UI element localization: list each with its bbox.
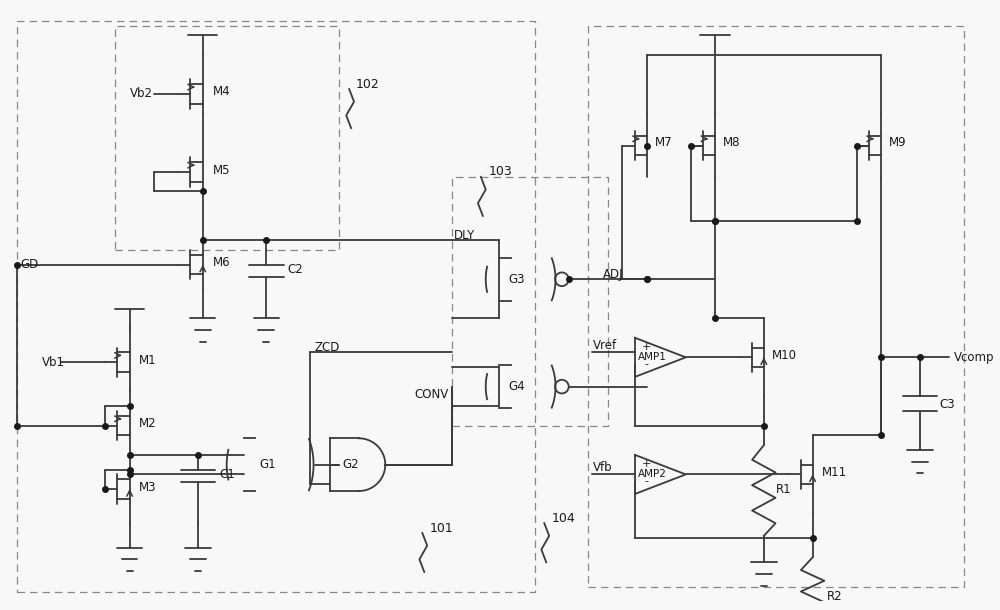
Bar	[115, 26, 339, 250]
Text: Vcomp: Vcomp	[954, 351, 995, 364]
Text: +: +	[642, 459, 651, 468]
Text: M10: M10	[772, 349, 797, 362]
Text: Vb1: Vb1	[42, 356, 65, 368]
Text: G1: G1	[260, 458, 276, 471]
Text: M6: M6	[213, 256, 230, 269]
Text: Vfb: Vfb	[593, 461, 613, 474]
Text: M11: M11	[822, 466, 847, 479]
Text: ADJ: ADJ	[603, 268, 623, 281]
Text: M7: M7	[655, 136, 672, 149]
Text: M1: M1	[139, 354, 157, 367]
Text: C3: C3	[939, 398, 955, 411]
Text: C2: C2	[288, 263, 303, 276]
Text: G3: G3	[509, 273, 525, 285]
Text: 101: 101	[430, 522, 454, 534]
Text: C1: C1	[219, 468, 235, 481]
Bar	[17, 21, 535, 592]
Text: AMP2: AMP2	[638, 470, 667, 479]
Text: 104: 104	[552, 512, 576, 525]
Text: M2: M2	[139, 417, 157, 430]
Text: G4: G4	[509, 380, 525, 393]
Bar	[452, 177, 608, 426]
Text: M3: M3	[139, 481, 157, 493]
Text: R1: R1	[776, 483, 791, 495]
Text: M4: M4	[213, 85, 230, 98]
Text: Vref: Vref	[593, 339, 617, 352]
Text: -: -	[645, 359, 649, 369]
Text: G2: G2	[343, 458, 359, 471]
Text: DLY: DLY	[454, 229, 475, 242]
Text: +: +	[642, 342, 651, 351]
Text: Vb2: Vb2	[130, 87, 153, 101]
Text: 103: 103	[489, 165, 512, 179]
Text: AMP1: AMP1	[638, 353, 667, 362]
Text: -: -	[645, 476, 649, 486]
Text: GD: GD	[20, 258, 39, 271]
Text: M9: M9	[889, 136, 906, 149]
Text: CONV: CONV	[415, 388, 449, 401]
Text: M5: M5	[213, 163, 230, 176]
Text: 102: 102	[356, 77, 380, 91]
Text: ZCD: ZCD	[315, 341, 340, 354]
Text: M8: M8	[723, 136, 740, 149]
Text: R2: R2	[827, 590, 843, 603]
Bar	[588, 26, 964, 587]
